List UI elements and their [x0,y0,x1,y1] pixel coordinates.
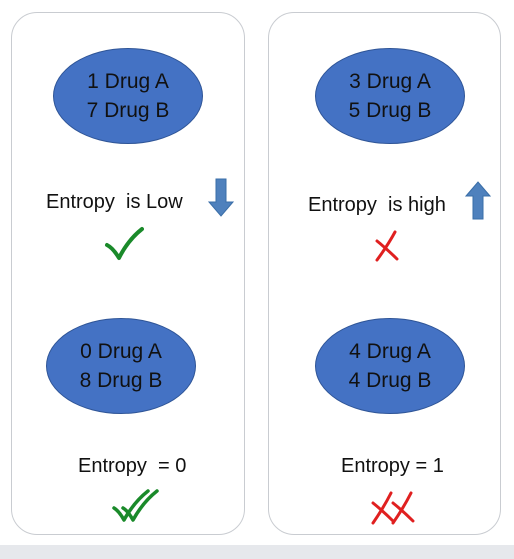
right-bottom-ellipse: 4 Drug A 4 Drug B [315,318,465,414]
double-cross-icon [371,491,415,525]
arrow-up-icon [465,181,491,220]
left-bottom-ellipse: 0 Drug A 8 Drug B [46,318,196,414]
ellipse-line-2: 7 Drug B [86,99,170,122]
left-top-entropy-label: Entropy is Low [46,191,183,213]
left-bottom-entropy-label: Entropy = 0 [78,455,187,477]
ellipse-line-2: 5 Drug B [348,99,432,122]
ellipse-line-1: 1 Drug A [87,70,169,93]
bottom-strip [0,545,514,559]
right-bottom-entropy-label: Entropy = 1 [341,455,444,477]
ellipse-line-2: 4 Drug B [348,369,432,392]
ellipse-line-2: 8 Drug B [79,369,163,392]
cross-icon [375,230,399,262]
ellipse-line-1: 3 Drug A [349,70,431,93]
ellipse-line-1: 4 Drug A [349,340,431,363]
right-top-entropy-label: Entropy is high [308,194,446,216]
check-icon [105,227,144,260]
right-top-ellipse: 3 Drug A 5 Drug B [315,48,465,144]
arrow-down-icon [207,178,235,217]
ellipse-line-1: 0 Drug A [80,340,162,363]
left-top-ellipse: 1 Drug A 7 Drug B [53,48,203,144]
double-check-icon [112,489,159,522]
